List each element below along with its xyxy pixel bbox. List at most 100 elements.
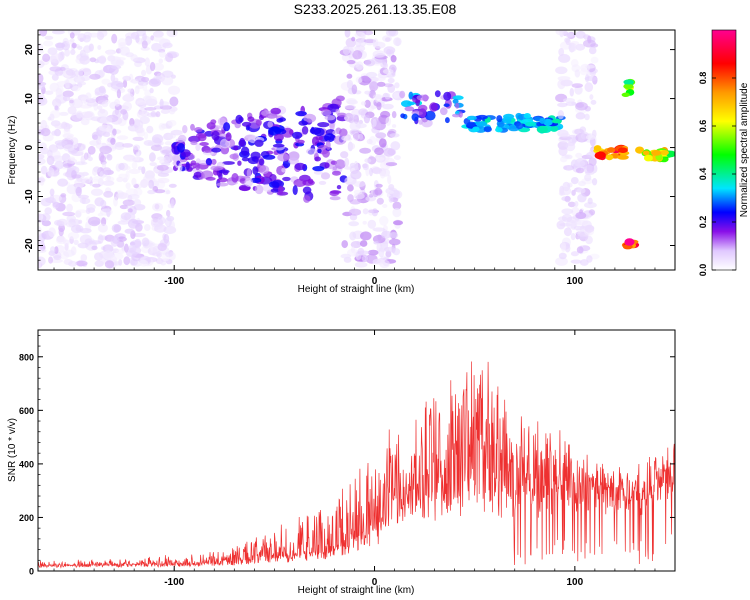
snr-x-ticks: -100 0 100	[53, 330, 676, 588]
spectrogram-cell	[149, 162, 157, 167]
x-tick-label: 0	[372, 276, 378, 287]
spectrogram-cell	[149, 87, 154, 94]
spectrogram-cell	[533, 116, 542, 121]
spectrogram-cell	[408, 91, 414, 100]
spectrogram-cell	[195, 143, 201, 151]
spectrogram-cell	[347, 184, 354, 192]
spectrogram-cell	[75, 224, 81, 232]
spectrogram-cell	[69, 32, 75, 39]
spectrogram-cell	[387, 77, 395, 84]
spectrogram-cell	[558, 252, 567, 260]
spectrogram-cell	[369, 81, 379, 92]
spectrogram-cell	[392, 207, 402, 218]
spectrogram-cell	[122, 75, 132, 81]
spectrogram-cell	[128, 168, 141, 174]
spectrogram-cell	[210, 119, 217, 125]
spectrogram-cell	[85, 92, 92, 101]
spectrogram-cell	[149, 61, 156, 72]
spectrogram-cell	[350, 114, 358, 120]
spectrogram-cell	[351, 84, 358, 95]
spectrogram-cell	[237, 160, 242, 166]
spectrogram-cell	[106, 50, 115, 56]
spectrogram-cell	[168, 183, 177, 188]
spectrogram-cell	[82, 34, 91, 43]
spectrogram-cell	[342, 46, 350, 56]
spectrogram-cell	[272, 143, 285, 148]
spectrogram-cell	[515, 122, 524, 130]
spectrogram-cell	[38, 60, 45, 69]
spectrogram-cell	[270, 107, 282, 115]
spectrogram-cell	[101, 142, 107, 147]
spectrogram-cell	[91, 179, 101, 183]
spectrogram-feature	[593, 144, 630, 161]
spectrogram-cell	[378, 138, 387, 148]
spectrogram-cell	[110, 80, 124, 90]
spectrogram-cell	[72, 85, 81, 92]
spectrogram-cell	[571, 189, 576, 196]
spectrogram-cell	[567, 201, 576, 208]
spectrogram-cell	[163, 233, 170, 244]
spectrogram-cell	[593, 145, 602, 152]
spectrogram-cell	[190, 140, 198, 146]
spectrogram-cell	[97, 45, 102, 50]
spectrogram-cell	[235, 114, 243, 124]
spectrogram-cell	[151, 134, 164, 144]
spectrogram-cell	[584, 202, 597, 209]
spectrogram-cell	[376, 81, 386, 87]
colorbar-ticks: 0.0 0.2 0.4 0.6 0.8	[698, 72, 736, 276]
spectrogram-cell	[381, 230, 392, 239]
spectrogram-cell	[660, 150, 669, 156]
spectrogram-cell	[584, 113, 590, 121]
spectrogram-cell	[317, 148, 322, 154]
spectrogram-cell	[329, 190, 340, 197]
spectrogram-cell	[142, 33, 147, 41]
spectrogram-cell	[75, 260, 88, 267]
spectrogram-cell	[386, 190, 394, 194]
spectrogram-cell	[124, 243, 129, 253]
spectrogram-cell	[651, 150, 662, 156]
spectrogram-cell	[556, 220, 566, 230]
spectrogram-cell	[77, 81, 87, 86]
spectrogram-cell	[47, 167, 55, 177]
spectrogram-cell	[325, 140, 331, 150]
spectrogram-cell	[157, 177, 170, 184]
spectrogram-cell	[134, 238, 142, 249]
spectrogram-cell	[77, 242, 89, 249]
spectrogram-cell	[555, 257, 568, 266]
spectrogram-cell	[185, 161, 190, 171]
spectrogram-cell	[170, 129, 183, 136]
spectrogram-cell	[114, 99, 121, 107]
spectrogram-cell	[392, 201, 402, 210]
spectrogram-cell	[350, 170, 362, 180]
spectrogram-cell	[567, 134, 579, 144]
spectrogram-cell	[87, 32, 100, 38]
spectrogram-cell	[219, 138, 231, 149]
spectrogram-cell	[495, 127, 503, 133]
spectrogram-cell	[355, 76, 363, 84]
spectrogram-cell	[160, 261, 166, 266]
spectrogram-cell	[254, 139, 264, 147]
spectrogram-cell	[102, 244, 114, 253]
spectrogram-cell	[132, 232, 146, 238]
spectrogram-cell	[350, 241, 362, 249]
spectrogram-cell	[112, 253, 124, 260]
spectrogram-cell	[127, 208, 133, 213]
spectrogram-cell	[324, 115, 336, 121]
spectrogram-cell	[241, 121, 252, 127]
spectrogram-cell	[156, 164, 169, 171]
spectrogram-cell	[67, 106, 77, 115]
spectrogram-cell	[130, 78, 139, 84]
spectrogram-cell	[244, 177, 253, 187]
spectrogram-cell	[102, 160, 107, 170]
spectrogram-cell	[160, 146, 173, 156]
spectrogram-cell	[100, 116, 113, 124]
spectrogram-cell	[466, 115, 477, 121]
spectrogram-cell	[122, 101, 132, 112]
spectrogram-cell	[571, 101, 577, 106]
spectrogram-cell	[129, 241, 136, 246]
spectrogram-cell	[211, 147, 222, 153]
spectrogram-cell	[98, 124, 111, 132]
spectrogram-cell	[496, 115, 503, 123]
spectrogram-cell	[152, 202, 164, 212]
spectrogram-cell	[269, 174, 277, 182]
